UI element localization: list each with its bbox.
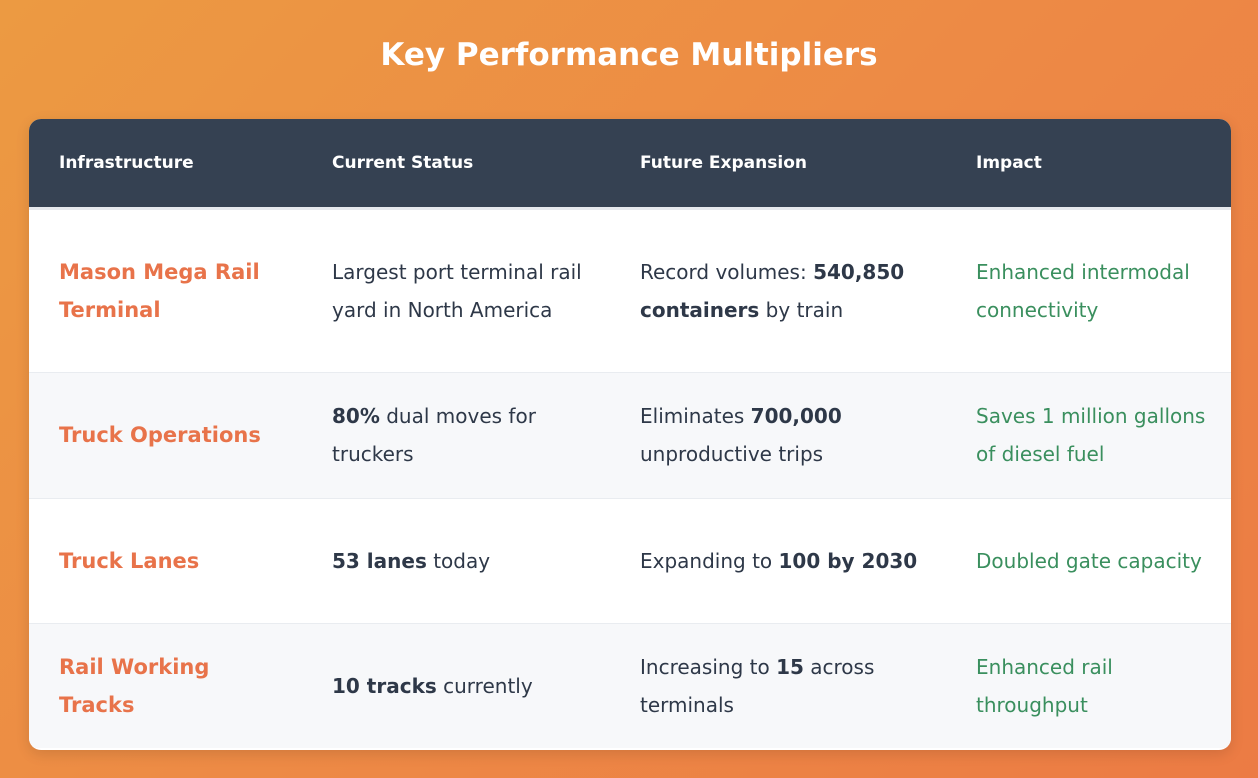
table-header: Infrastructure Current Status Future Exp… bbox=[29, 119, 1231, 208]
current-status-cell: 10 tracks currently bbox=[303, 623, 611, 748]
future-highlight: 100 by 2030 bbox=[778, 548, 918, 573]
current-status-cell: 80% dual moves for truckers bbox=[303, 372, 611, 498]
table-row: Mason Mega Rail Terminal Largest port te… bbox=[29, 208, 1231, 372]
status-text-suffix: dual moves for truckers bbox=[332, 404, 536, 466]
future-text: Expanding to bbox=[640, 548, 779, 573]
page-title: Key Performance Multipliers bbox=[380, 37, 878, 73]
future-text-suffix: across terminals bbox=[640, 654, 875, 717]
future-text: Increasing to bbox=[640, 654, 777, 679]
infrastructure-cell: Truck Operations bbox=[59, 423, 261, 447]
column-header-impact: Impact bbox=[976, 152, 1042, 173]
future-text: Record volumes: bbox=[640, 259, 814, 284]
column-header-future-expansion: Future Expansion bbox=[640, 152, 807, 173]
status-text-suffix: currently bbox=[436, 673, 533, 698]
infrastructure-cell: Mason Mega Rail Terminal bbox=[59, 259, 260, 322]
infrastructure-cell: Truck Lanes bbox=[59, 548, 200, 573]
future-expansion-cell: Eliminates 700,000 unproductive trips bbox=[611, 372, 948, 498]
performance-table: Infrastructure Current Status Future Exp… bbox=[29, 119, 1231, 748]
future-expansion-cell: Expanding to 100 by 2030 bbox=[611, 498, 948, 623]
status-highlight: 53 lanes bbox=[332, 548, 427, 573]
future-highlight: 15 bbox=[776, 654, 804, 679]
future-highlight: 540,850 containers bbox=[640, 259, 905, 322]
future-highlight: 700,000 bbox=[750, 404, 842, 428]
table-row: Truck Lanes 53 lanes today Expanding to … bbox=[29, 498, 1231, 623]
column-header-infrastructure: Infrastructure bbox=[59, 152, 194, 173]
infrastructure-cell: Rail Working Tracks bbox=[59, 654, 210, 717]
status-highlight: 80% bbox=[332, 404, 380, 428]
performance-table-card: Infrastructure Current Status Future Exp… bbox=[29, 119, 1231, 750]
future-text-suffix: unproductive trips bbox=[640, 442, 824, 466]
impact-cell: Doubled gate capacity bbox=[976, 548, 1202, 573]
status-highlight: 10 tracks bbox=[332, 673, 437, 698]
current-status-cell: 53 lanes today bbox=[303, 498, 611, 623]
future-text-suffix: by train bbox=[759, 297, 844, 322]
impact-cell: Enhanced intermodal connectivity bbox=[976, 259, 1190, 322]
impact-cell: Enhanced rail throughput bbox=[976, 654, 1113, 717]
status-text: Largest port terminal rail yard in North… bbox=[332, 259, 582, 322]
table-row: Rail Working Tracks 10 tracks currently … bbox=[29, 623, 1231, 748]
table-header-row: Infrastructure Current Status Future Exp… bbox=[29, 119, 1231, 208]
table-row: Truck Operations 80% dual moves for truc… bbox=[29, 372, 1231, 498]
future-expansion-cell: Increasing to 15 across terminals bbox=[611, 623, 948, 748]
future-text: Eliminates bbox=[640, 404, 751, 428]
table-body: Mason Mega Rail Terminal Largest port te… bbox=[29, 208, 1231, 748]
future-expansion-cell: Record volumes: 540,850 containers by tr… bbox=[611, 208, 948, 372]
impact-cell: Saves 1 million gallons of diesel fuel bbox=[976, 404, 1206, 466]
current-status-cell: Largest port terminal rail yard in North… bbox=[303, 208, 611, 372]
column-header-current-status: Current Status bbox=[332, 152, 474, 173]
status-text-suffix: today bbox=[426, 548, 491, 573]
